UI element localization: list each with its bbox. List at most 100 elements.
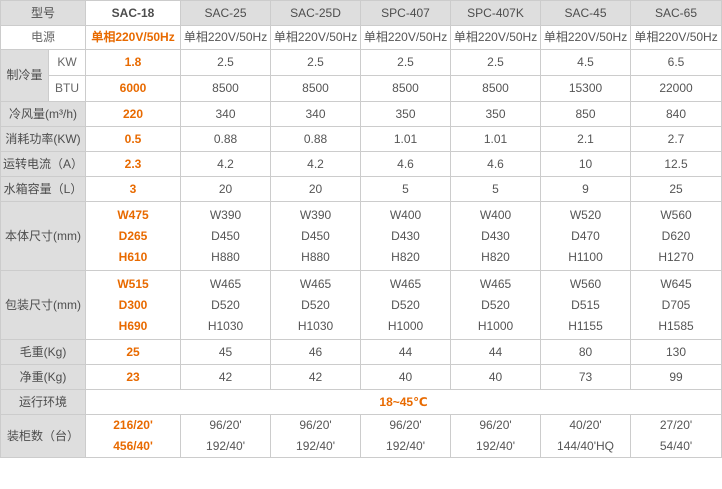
- cooling-kw-value: 4.5: [540, 49, 632, 76]
- container-40ft: 192/40': [296, 439, 336, 453]
- current-value: 10: [540, 151, 632, 177]
- body-size-h: H1270: [658, 249, 694, 264]
- airflow-value: 850: [540, 101, 632, 127]
- current-value: 2.3: [85, 151, 182, 177]
- airflow-value: 840: [630, 101, 722, 127]
- tank-value: 25: [630, 176, 722, 202]
- body-size-h: H880: [211, 249, 240, 264]
- pack-size-cell: W465 D520 H1000: [360, 270, 452, 340]
- cooling-btu-value: 8500: [450, 75, 542, 102]
- cooling-kw-value: 2.5: [360, 49, 452, 76]
- pack-size-h: H1155: [568, 318, 603, 333]
- cooling-kw-unit: KW: [47, 49, 87, 76]
- container-40ft: 54/40': [659, 439, 693, 453]
- container-20ft: 216/20': [113, 418, 153, 432]
- container-cell: 96/20' 192/40': [270, 414, 362, 458]
- row-power: 电源 单相220V/50Hz 单相220V/50Hz 单相220V/50Hz 单…: [0, 25, 722, 50]
- cooling-label: 制冷量: [0, 49, 49, 102]
- pack-size-d: D520: [301, 297, 330, 312]
- pack-size-h: H1030: [207, 318, 244, 333]
- row-airflow: 冷风量(m³/h) 220 340 340 350 350 850 840: [0, 101, 722, 127]
- tank-label: 水箱容量（L）: [0, 176, 87, 202]
- model-spc-407k: SPC-407K: [450, 0, 542, 26]
- container-cell: 96/20' 192/40': [360, 414, 452, 458]
- row-model: 型号 SAC-18 SAC-25 SAC-25D SPC-407 SPC-407…: [0, 0, 722, 26]
- tank-value: 5: [360, 176, 452, 202]
- pack-size-h: H1585: [658, 318, 694, 333]
- pack-size-cell: W465 D520 H1000: [450, 270, 542, 340]
- gross-weight-value: 25: [85, 339, 182, 365]
- container-20ft: 96/20': [389, 418, 422, 432]
- row-cooling-kw: 制冷量 KW 1.8 2.5 2.5 2.5 2.5 4.5 6.5: [0, 49, 722, 102]
- pack-size-cell: W515 D300 H690: [85, 270, 182, 340]
- environment-value: 18~45℃: [85, 389, 722, 415]
- cooling-btu-value: 15300: [540, 75, 632, 102]
- consumption-value: 2.7: [630, 126, 722, 152]
- consumption-value: 1.01: [450, 126, 542, 152]
- cooling-btu-value: 8500: [360, 75, 452, 102]
- body-size-d: D430: [481, 228, 510, 243]
- consumption-label: 消耗功率(KW): [0, 126, 87, 152]
- gross-weight-label: 毛重(Kg): [0, 339, 87, 365]
- container-cell: 40/20' 144/40'HQ: [540, 414, 632, 458]
- pack-size-d: D520: [391, 297, 420, 312]
- pack-size-h: H690: [118, 318, 148, 333]
- pack-size-d: D705: [661, 297, 691, 312]
- power-value: 单相220V/50Hz: [270, 25, 362, 50]
- gross-weight-value: 80: [540, 339, 632, 365]
- net-weight-value: 99: [630, 364, 722, 390]
- net-weight-value: 73: [540, 364, 632, 390]
- body-size-w: W560: [660, 207, 692, 222]
- row-body-size: 本体尺寸(mm) W475 D265 H610 W390 D450 H880 W…: [0, 201, 722, 271]
- row-consumption: 消耗功率(KW) 0.5 0.88 0.88 1.01 1.01 2.1 2.7: [0, 126, 722, 152]
- pack-size-w: W465: [209, 276, 242, 291]
- pack-size-w: W465: [479, 276, 512, 291]
- power-value: 单相220V/50Hz: [540, 25, 632, 50]
- model-spc-407: SPC-407: [360, 0, 452, 26]
- airflow-value: 350: [360, 101, 452, 127]
- current-value: 4.2: [180, 151, 272, 177]
- body-size-label: 本体尺寸(mm): [0, 201, 87, 271]
- consumption-value: 2.1: [540, 126, 632, 152]
- container-20ft: 27/20': [659, 418, 693, 432]
- row-pack-size: 包装尺寸(mm) W515 D300 H690 W465 D520 H1030 …: [0, 270, 722, 340]
- net-weight-label: 净重(Kg): [0, 364, 87, 390]
- tank-value: 20: [180, 176, 272, 202]
- container-20ft: 96/20': [209, 418, 242, 432]
- container-label: 装柜数（台）: [0, 414, 87, 458]
- net-weight-value: 23: [85, 364, 182, 390]
- row-tank: 水箱容量（L） 3 20 20 5 5 9 25: [0, 176, 722, 202]
- model-sac-18: SAC-18: [85, 0, 182, 26]
- body-size-d: D620: [661, 228, 691, 243]
- body-size-cell: W475 D265 H610: [85, 201, 182, 271]
- pack-size-d: D515: [571, 297, 600, 312]
- container-40ft: 144/40'HQ: [557, 439, 615, 453]
- pack-size-w: W465: [389, 276, 422, 291]
- pack-size-cell: W465 D520 H1030: [270, 270, 362, 340]
- cooling-btu-value: 22000: [630, 75, 722, 102]
- model-sac-45: SAC-45: [540, 0, 632, 26]
- power-value: 单相220V/50Hz: [360, 25, 452, 50]
- environment-label: 运行环境: [0, 389, 87, 415]
- current-value: 4.6: [360, 151, 452, 177]
- current-label: 运转电流（A）: [0, 151, 87, 177]
- pack-size-cell: W560 D515 H1155: [540, 270, 632, 340]
- pack-size-label: 包装尺寸(mm): [0, 270, 87, 340]
- current-value: 4.6: [450, 151, 542, 177]
- row-net-weight: 净重(Kg) 23 42 42 40 40 73 99: [0, 364, 722, 390]
- body-size-cell: W400 D430 H820: [450, 201, 542, 271]
- row-cooling-btu: BTU 6000 8500 8500 8500 8500 15300 22000: [1, 75, 722, 102]
- container-40ft: 456/40': [113, 439, 153, 453]
- pack-size-w: W645: [660, 276, 692, 291]
- body-size-h: H880: [301, 249, 330, 264]
- body-size-w: W475: [117, 207, 149, 222]
- body-size-d: D265: [118, 228, 148, 243]
- power-value: 单相220V/50Hz: [85, 25, 182, 50]
- pack-size-d: D520: [211, 297, 240, 312]
- body-size-w: W520: [569, 207, 602, 222]
- model-sac-25d: SAC-25D: [270, 0, 362, 26]
- gross-weight-value: 44: [360, 339, 452, 365]
- container-cell: 96/20' 192/40': [450, 414, 542, 458]
- gross-weight-value: 45: [180, 339, 272, 365]
- pack-size-d: D520: [481, 297, 510, 312]
